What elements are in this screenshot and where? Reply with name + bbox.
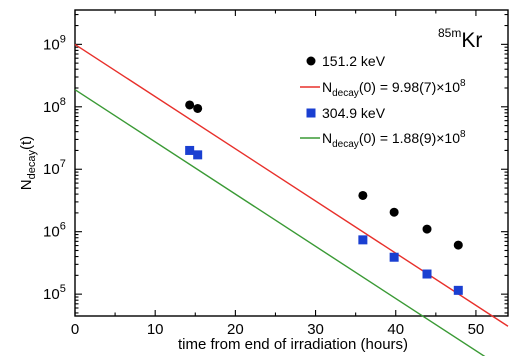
legend-label-red-fit: Ndecay(0) = 9.98(7)×108: [322, 78, 466, 99]
data-point-circle: [358, 190, 368, 200]
data-point-square: [185, 145, 195, 155]
x-tick-label: 50: [468, 321, 485, 338]
y-axis: 105 106 107 108 109: [43, 14, 508, 314]
legend: 151.2 keV Ndecay(0) = 9.98(7)×108 304.9 …: [300, 53, 466, 150]
data-point-square: [193, 150, 203, 160]
x-tick-label: 30: [307, 321, 324, 338]
fit-lines: [74, 43, 509, 356]
x-tick-label: 10: [147, 321, 164, 338]
isotope-label: 85mKr: [438, 26, 482, 52]
data-point-circle: [185, 100, 195, 110]
legend-label-green-fit: Ndecay(0) = 1.88(9)×108: [322, 129, 466, 150]
legend-label-304-keV: 304.9 keV: [322, 105, 386, 121]
y-axis-title: Ndecay(t): [18, 136, 38, 190]
data-point-circle: [193, 103, 203, 113]
data-point-square: [453, 285, 463, 295]
x-tick-label: 20: [227, 321, 244, 338]
legend-marker-151-keV: [306, 56, 316, 66]
x-axis: 0 10 20 30 40 50: [71, 10, 484, 338]
x-tick-label: 0: [71, 321, 79, 338]
fit-line: [74, 43, 509, 327]
data-points: [185, 100, 463, 295]
plot-frame: [74, 9, 509, 317]
x-tick-label: 40: [387, 321, 404, 338]
data-point-circle: [453, 240, 463, 250]
legend-marker-304-keV: [306, 108, 316, 118]
fit-line: [74, 89, 486, 356]
legend-label-151-keV: 151.2 keV: [322, 53, 386, 69]
y-tick-label: 108: [43, 96, 66, 116]
data-point-circle: [422, 224, 432, 234]
y-tick-label: 107: [43, 158, 66, 178]
y-tick-label: 109: [43, 33, 66, 53]
data-point-square: [358, 235, 368, 245]
y-tick-label: 105: [43, 283, 66, 303]
y-tick-label: 106: [43, 221, 66, 241]
data-point-circle: [389, 207, 399, 217]
data-point-square: [422, 269, 432, 279]
data-point-square: [389, 252, 399, 262]
x-axis-title: time from end of irradiation (hours): [178, 336, 408, 353]
